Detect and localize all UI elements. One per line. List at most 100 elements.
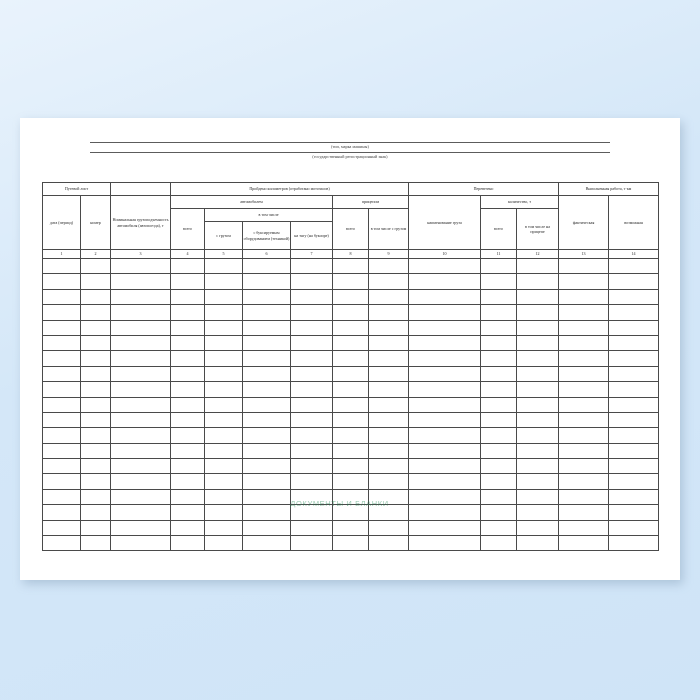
table-cell[interactable] <box>242 350 292 367</box>
table-cell[interactable] <box>42 381 81 398</box>
table-cell[interactable] <box>204 473 244 490</box>
table-cell[interactable] <box>480 396 518 413</box>
table-cell[interactable] <box>290 535 334 552</box>
table-cell[interactable] <box>608 350 660 367</box>
table-cell[interactable] <box>368 473 410 490</box>
table-cell[interactable] <box>332 427 370 444</box>
table-cell[interactable] <box>608 334 660 352</box>
table-cell[interactable] <box>42 427 81 444</box>
table-cell[interactable] <box>170 411 206 429</box>
table-cell[interactable] <box>79 304 112 321</box>
table-cell[interactable] <box>608 504 660 521</box>
table-cell[interactable] <box>242 365 292 383</box>
table-cell[interactable] <box>608 458 660 475</box>
table-cell[interactable] <box>110 504 172 521</box>
table-row[interactable] <box>42 350 660 367</box>
table-cell[interactable] <box>170 396 206 413</box>
table-cell[interactable] <box>79 458 112 475</box>
table-cell[interactable] <box>42 442 81 460</box>
table-cell[interactable] <box>42 504 81 521</box>
table-cell[interactable] <box>290 427 334 444</box>
table-cell[interactable] <box>204 504 244 521</box>
table-cell[interactable] <box>480 519 518 537</box>
table-cell[interactable] <box>558 381 610 398</box>
table-cell[interactable] <box>110 488 172 506</box>
table-cell[interactable] <box>204 411 244 429</box>
table-cell[interactable] <box>110 381 172 398</box>
table-cell[interactable] <box>290 473 334 490</box>
table-cell[interactable] <box>408 519 482 537</box>
table-cell[interactable] <box>480 350 518 367</box>
table-cell[interactable] <box>558 473 610 490</box>
table-cell[interactable] <box>516 319 560 336</box>
table-cell[interactable] <box>558 442 610 460</box>
table-row[interactable] <box>42 273 660 290</box>
table-cell[interactable] <box>110 365 172 383</box>
table-cell[interactable] <box>242 288 292 306</box>
table-cell[interactable] <box>242 488 292 506</box>
table-cell[interactable] <box>408 273 482 290</box>
table-cell[interactable] <box>408 488 482 506</box>
table-cell[interactable] <box>110 411 172 429</box>
table-cell[interactable] <box>42 350 81 367</box>
table-cell[interactable] <box>170 519 206 537</box>
table-cell[interactable] <box>558 488 610 506</box>
table-cell[interactable] <box>204 257 244 275</box>
table-cell[interactable] <box>79 488 112 506</box>
table-cell[interactable] <box>79 381 112 398</box>
table-cell[interactable] <box>480 334 518 352</box>
table-cell[interactable] <box>516 458 560 475</box>
table-cell[interactable] <box>204 350 244 367</box>
table-cell[interactable] <box>170 273 206 290</box>
table-cell[interactable] <box>204 442 244 460</box>
table-cell[interactable] <box>204 288 244 306</box>
table-cell[interactable] <box>42 411 81 429</box>
table-cell[interactable] <box>558 427 610 444</box>
table-cell[interactable] <box>204 519 244 537</box>
table-cell[interactable] <box>79 427 112 444</box>
table-cell[interactable] <box>480 288 518 306</box>
table-cell[interactable] <box>290 273 334 290</box>
table-cell[interactable] <box>110 288 172 306</box>
table-cell[interactable] <box>110 535 172 552</box>
table-cell[interactable] <box>42 257 81 275</box>
table-row[interactable] <box>42 442 660 460</box>
table-cell[interactable] <box>368 488 410 506</box>
table-cell[interactable] <box>110 319 172 336</box>
table-cell[interactable] <box>242 473 292 490</box>
table-cell[interactable] <box>170 365 206 383</box>
table-row[interactable] <box>42 458 660 475</box>
table-cell[interactable] <box>290 504 334 521</box>
table-cell[interactable] <box>290 488 334 506</box>
table-cell[interactable] <box>290 288 334 306</box>
table-cell[interactable] <box>480 381 518 398</box>
table-cell[interactable] <box>480 535 518 552</box>
table-cell[interactable] <box>368 288 410 306</box>
table-cell[interactable] <box>608 411 660 429</box>
table-cell[interactable] <box>332 257 370 275</box>
table-cell[interactable] <box>110 257 172 275</box>
table-cell[interactable] <box>42 273 81 290</box>
table-cell[interactable] <box>558 273 610 290</box>
table-cell[interactable] <box>516 504 560 521</box>
table-cell[interactable] <box>290 519 334 537</box>
table-cell[interactable] <box>516 304 560 321</box>
table-cell[interactable] <box>516 442 560 460</box>
table-cell[interactable] <box>110 442 172 460</box>
table-cell[interactable] <box>79 257 112 275</box>
table-cell[interactable] <box>42 288 81 306</box>
table-cell[interactable] <box>368 535 410 552</box>
table-cell[interactable] <box>558 350 610 367</box>
table-cell[interactable] <box>204 381 244 398</box>
table-cell[interactable] <box>516 488 560 506</box>
table-cell[interactable] <box>170 288 206 306</box>
table-cell[interactable] <box>558 458 610 475</box>
table-cell[interactable] <box>480 411 518 429</box>
table-row[interactable] <box>42 365 660 383</box>
table-cell[interactable] <box>408 442 482 460</box>
table-cell[interactable] <box>204 427 244 444</box>
table-cell[interactable] <box>79 288 112 306</box>
table-cell[interactable] <box>480 442 518 460</box>
table-cell[interactable] <box>516 381 560 398</box>
table-row[interactable] <box>42 504 660 521</box>
